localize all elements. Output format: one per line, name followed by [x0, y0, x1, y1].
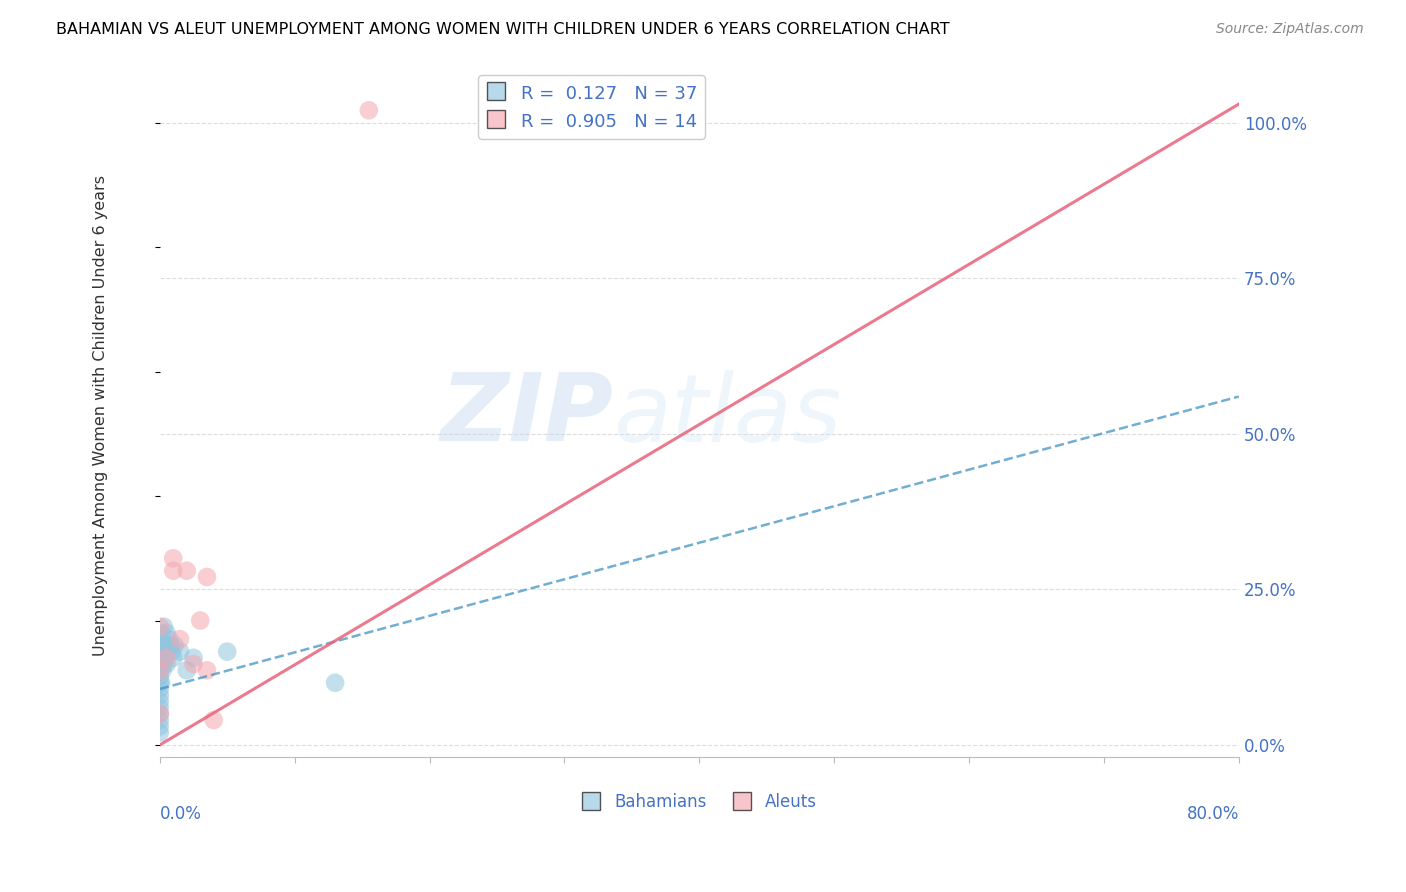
Point	[357, 103, 380, 118]
Point	[149, 657, 172, 671]
Point	[323, 675, 346, 690]
Text: ZIP: ZIP	[440, 369, 613, 461]
Point	[149, 663, 172, 677]
Point	[183, 657, 205, 671]
Point	[149, 675, 172, 690]
Point	[188, 614, 211, 628]
Point	[155, 650, 177, 665]
Point	[149, 706, 172, 721]
Point	[149, 688, 172, 702]
Point	[152, 639, 174, 653]
Point	[155, 626, 177, 640]
Text: BAHAMIAN VS ALEUT UNEMPLOYMENT AMONG WOMEN WITH CHILDREN UNDER 6 YEARS CORRELATI: BAHAMIAN VS ALEUT UNEMPLOYMENT AMONG WOM…	[56, 22, 950, 37]
Point	[150, 626, 173, 640]
Point	[176, 663, 198, 677]
Text: 0.0%: 0.0%	[160, 805, 201, 823]
Point	[153, 620, 176, 634]
Text: atlas: atlas	[613, 369, 841, 460]
Point	[153, 657, 176, 671]
Point	[157, 632, 180, 647]
Point	[163, 639, 186, 653]
Point	[149, 639, 172, 653]
Point	[176, 564, 198, 578]
Point	[155, 657, 177, 671]
Point	[150, 650, 173, 665]
Point	[149, 719, 172, 733]
Point	[150, 675, 173, 690]
Point	[149, 663, 172, 677]
Point	[162, 650, 184, 665]
Text: Source: ZipAtlas.com: Source: ZipAtlas.com	[1216, 22, 1364, 37]
Point	[217, 645, 239, 659]
Point	[149, 645, 172, 659]
Point	[153, 650, 176, 665]
Point	[162, 564, 184, 578]
Point	[202, 713, 225, 727]
Point	[195, 570, 218, 584]
Point	[149, 706, 172, 721]
Point	[149, 620, 172, 634]
Point	[149, 632, 172, 647]
Point	[149, 725, 172, 739]
Point	[159, 639, 181, 653]
Point	[149, 713, 172, 727]
Text: 80.0%: 80.0%	[1187, 805, 1239, 823]
Point	[149, 694, 172, 708]
Point	[149, 669, 172, 683]
Text: Unemployment Among Women with Children Under 6 years: Unemployment Among Women with Children U…	[93, 175, 108, 656]
Point	[195, 663, 218, 677]
Point	[160, 645, 183, 659]
Point	[169, 645, 191, 659]
Legend: Bahamians, Aleuts: Bahamians, Aleuts	[575, 786, 824, 817]
Point	[152, 663, 174, 677]
Point	[156, 639, 179, 653]
Point	[149, 700, 172, 714]
Point	[183, 650, 205, 665]
Point	[162, 551, 184, 566]
Point	[149, 650, 172, 665]
Point	[169, 632, 191, 647]
Point	[149, 681, 172, 696]
